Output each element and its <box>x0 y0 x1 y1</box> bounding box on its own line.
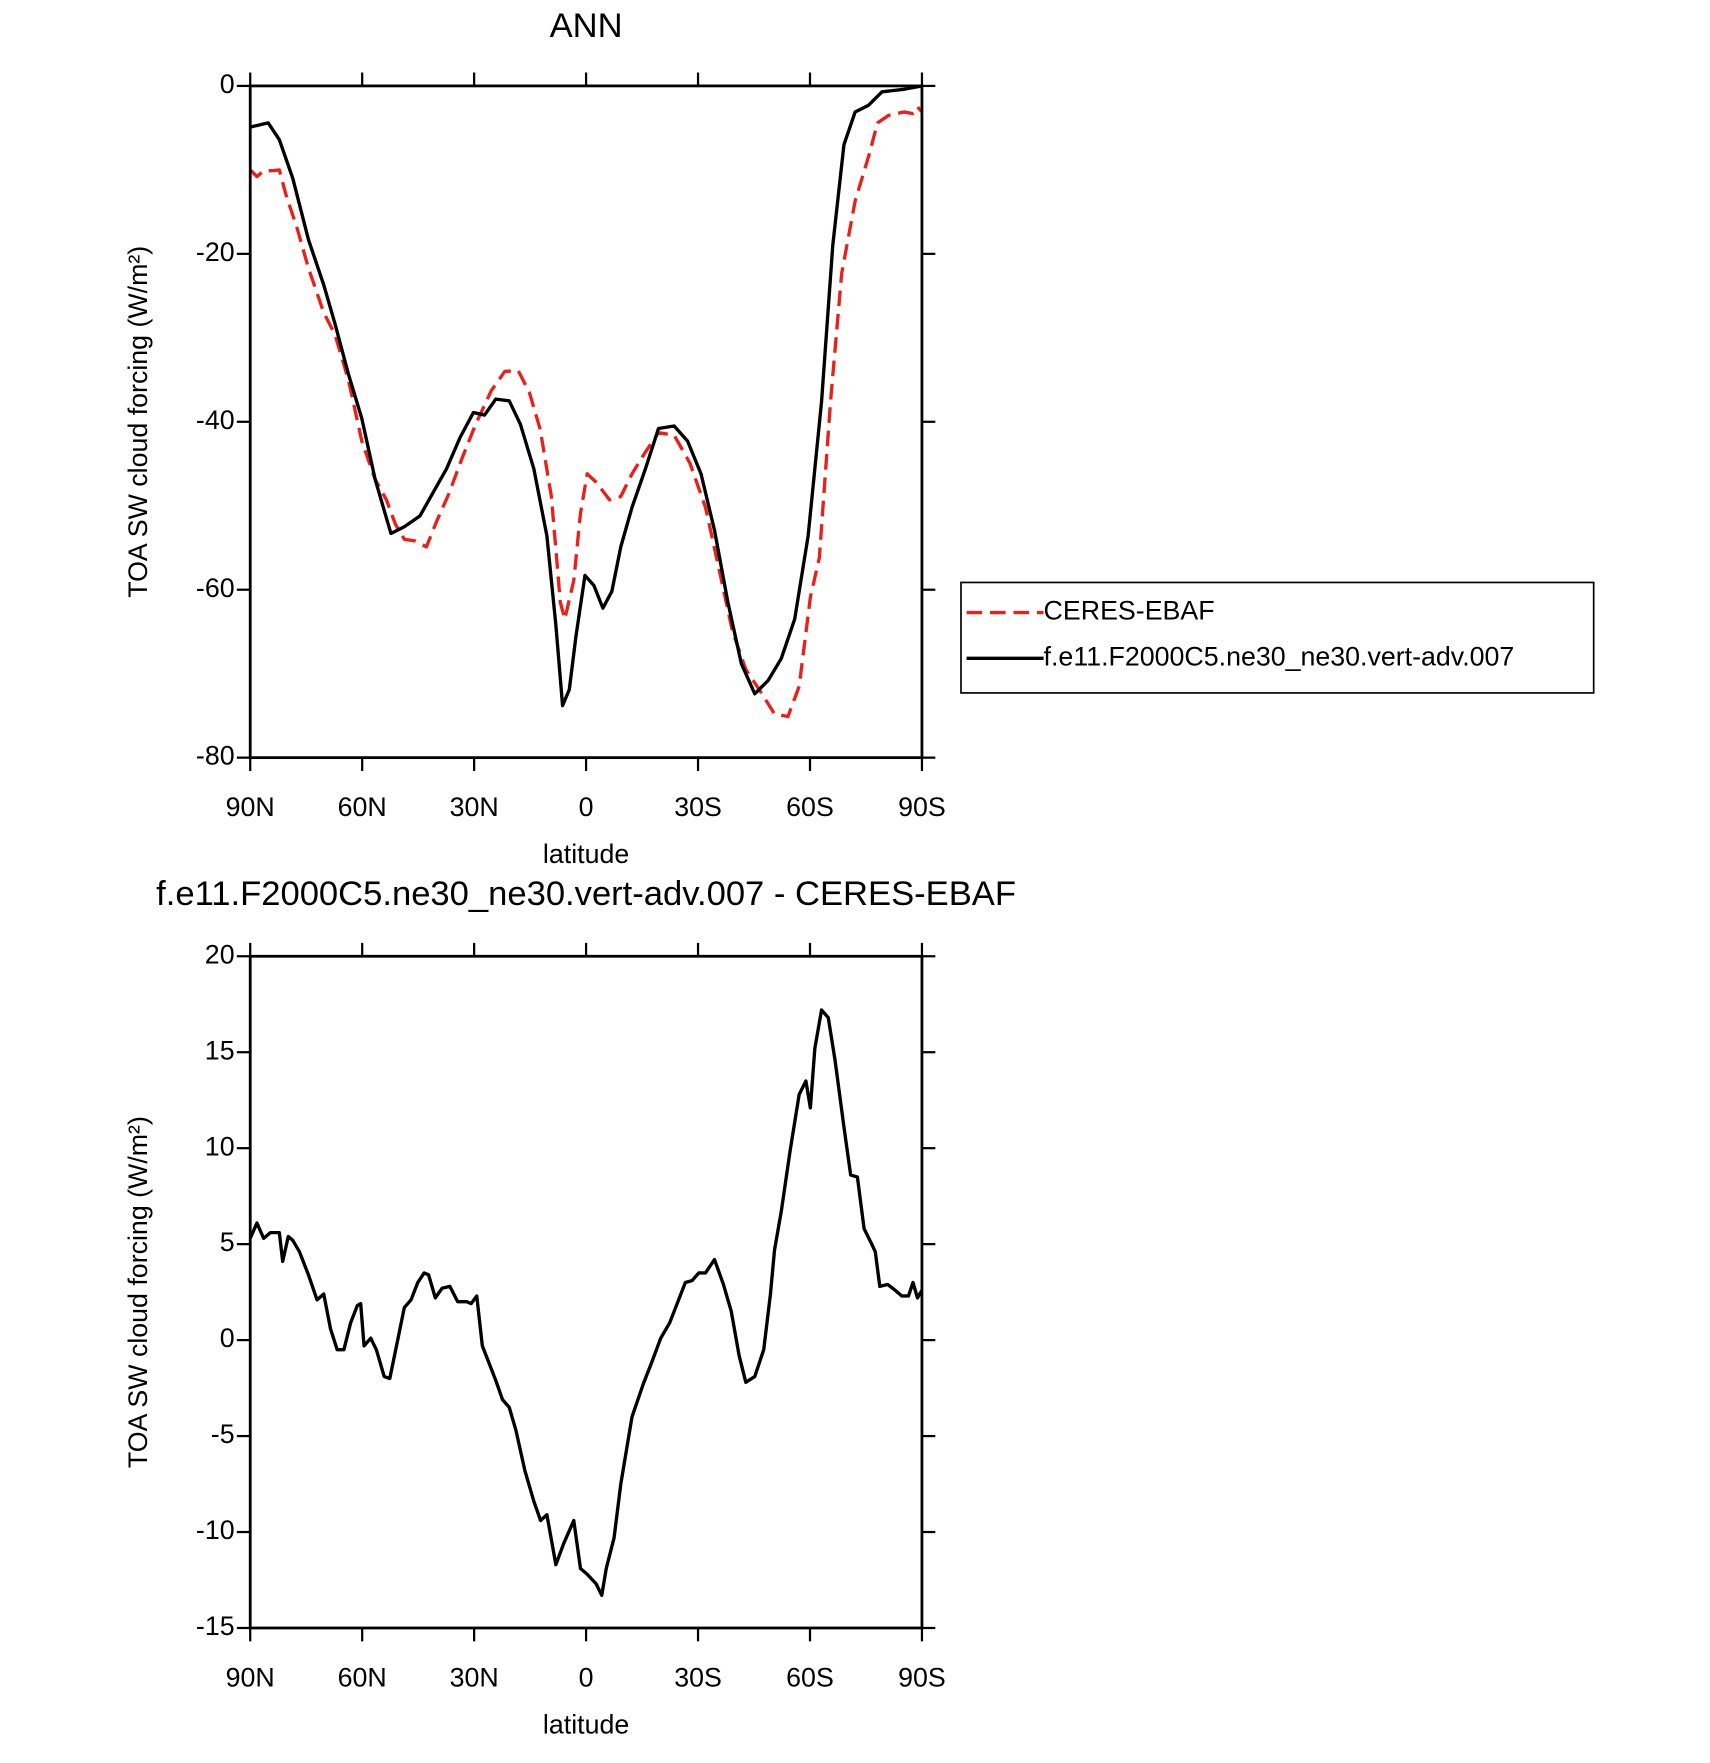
x-tick-label: 90S <box>898 792 946 822</box>
legend-label: CERES-EBAF <box>1044 596 1215 626</box>
y-tick-label: -20 <box>196 237 235 267</box>
y-tick-label: 0 <box>220 69 235 99</box>
y-tick-label: -40 <box>196 405 235 435</box>
plot-frame <box>248 84 924 760</box>
x-tick-label: 60N <box>338 792 387 822</box>
x-tick-label: 30N <box>450 1662 499 1692</box>
y-tick-label: 10 <box>205 1131 235 1161</box>
x-tick-label: 0 <box>579 792 594 822</box>
y-tick-label: 5 <box>220 1227 235 1257</box>
x-tick-label: 60N <box>338 1662 387 1692</box>
y-tick-label: -10 <box>196 1515 235 1545</box>
data-line <box>250 105 922 719</box>
y-axis-label: TOA SW cloud forcing (W/m²) <box>123 1116 153 1468</box>
data-line <box>250 1008 922 1598</box>
y-tick-label: -5 <box>211 1419 235 1449</box>
x-tick-label: 30S <box>674 1662 722 1692</box>
legend-box <box>960 581 1595 694</box>
y-tick-label: 15 <box>205 1035 235 1065</box>
x-tick-label: 90S <box>898 1662 946 1692</box>
y-tick-label: -80 <box>196 741 235 771</box>
y-tick-label: 20 <box>205 939 235 969</box>
data-line <box>250 85 922 708</box>
x-tick-label: 30N <box>450 792 499 822</box>
y-tick-label: 0 <box>220 1323 235 1353</box>
y-tick-label: -60 <box>196 573 235 603</box>
x-tick-label: 0 <box>579 1662 594 1692</box>
x-tick-label: 90N <box>226 792 275 822</box>
x-tick-label: 30S <box>674 792 722 822</box>
chart-title: f.e11.F2000C5.ne30_ne30.vert-adv.007 - C… <box>156 875 1016 913</box>
x-tick-label: 90N <box>226 1662 275 1692</box>
y-axis-label: TOA SW cloud forcing (W/m²) <box>123 246 153 598</box>
x-axis-label: latitude <box>543 1709 629 1739</box>
x-tick-label: 60S <box>786 1662 834 1692</box>
legend-label: f.e11.F2000C5.ne30_ne30.vert-adv.007 <box>1044 641 1515 671</box>
y-tick-label: -15 <box>196 1611 235 1641</box>
chart-title: ANN <box>550 7 623 45</box>
x-axis-label: latitude <box>543 839 629 869</box>
x-tick-label: 60S <box>786 792 834 822</box>
plot-frame <box>248 954 924 1630</box>
